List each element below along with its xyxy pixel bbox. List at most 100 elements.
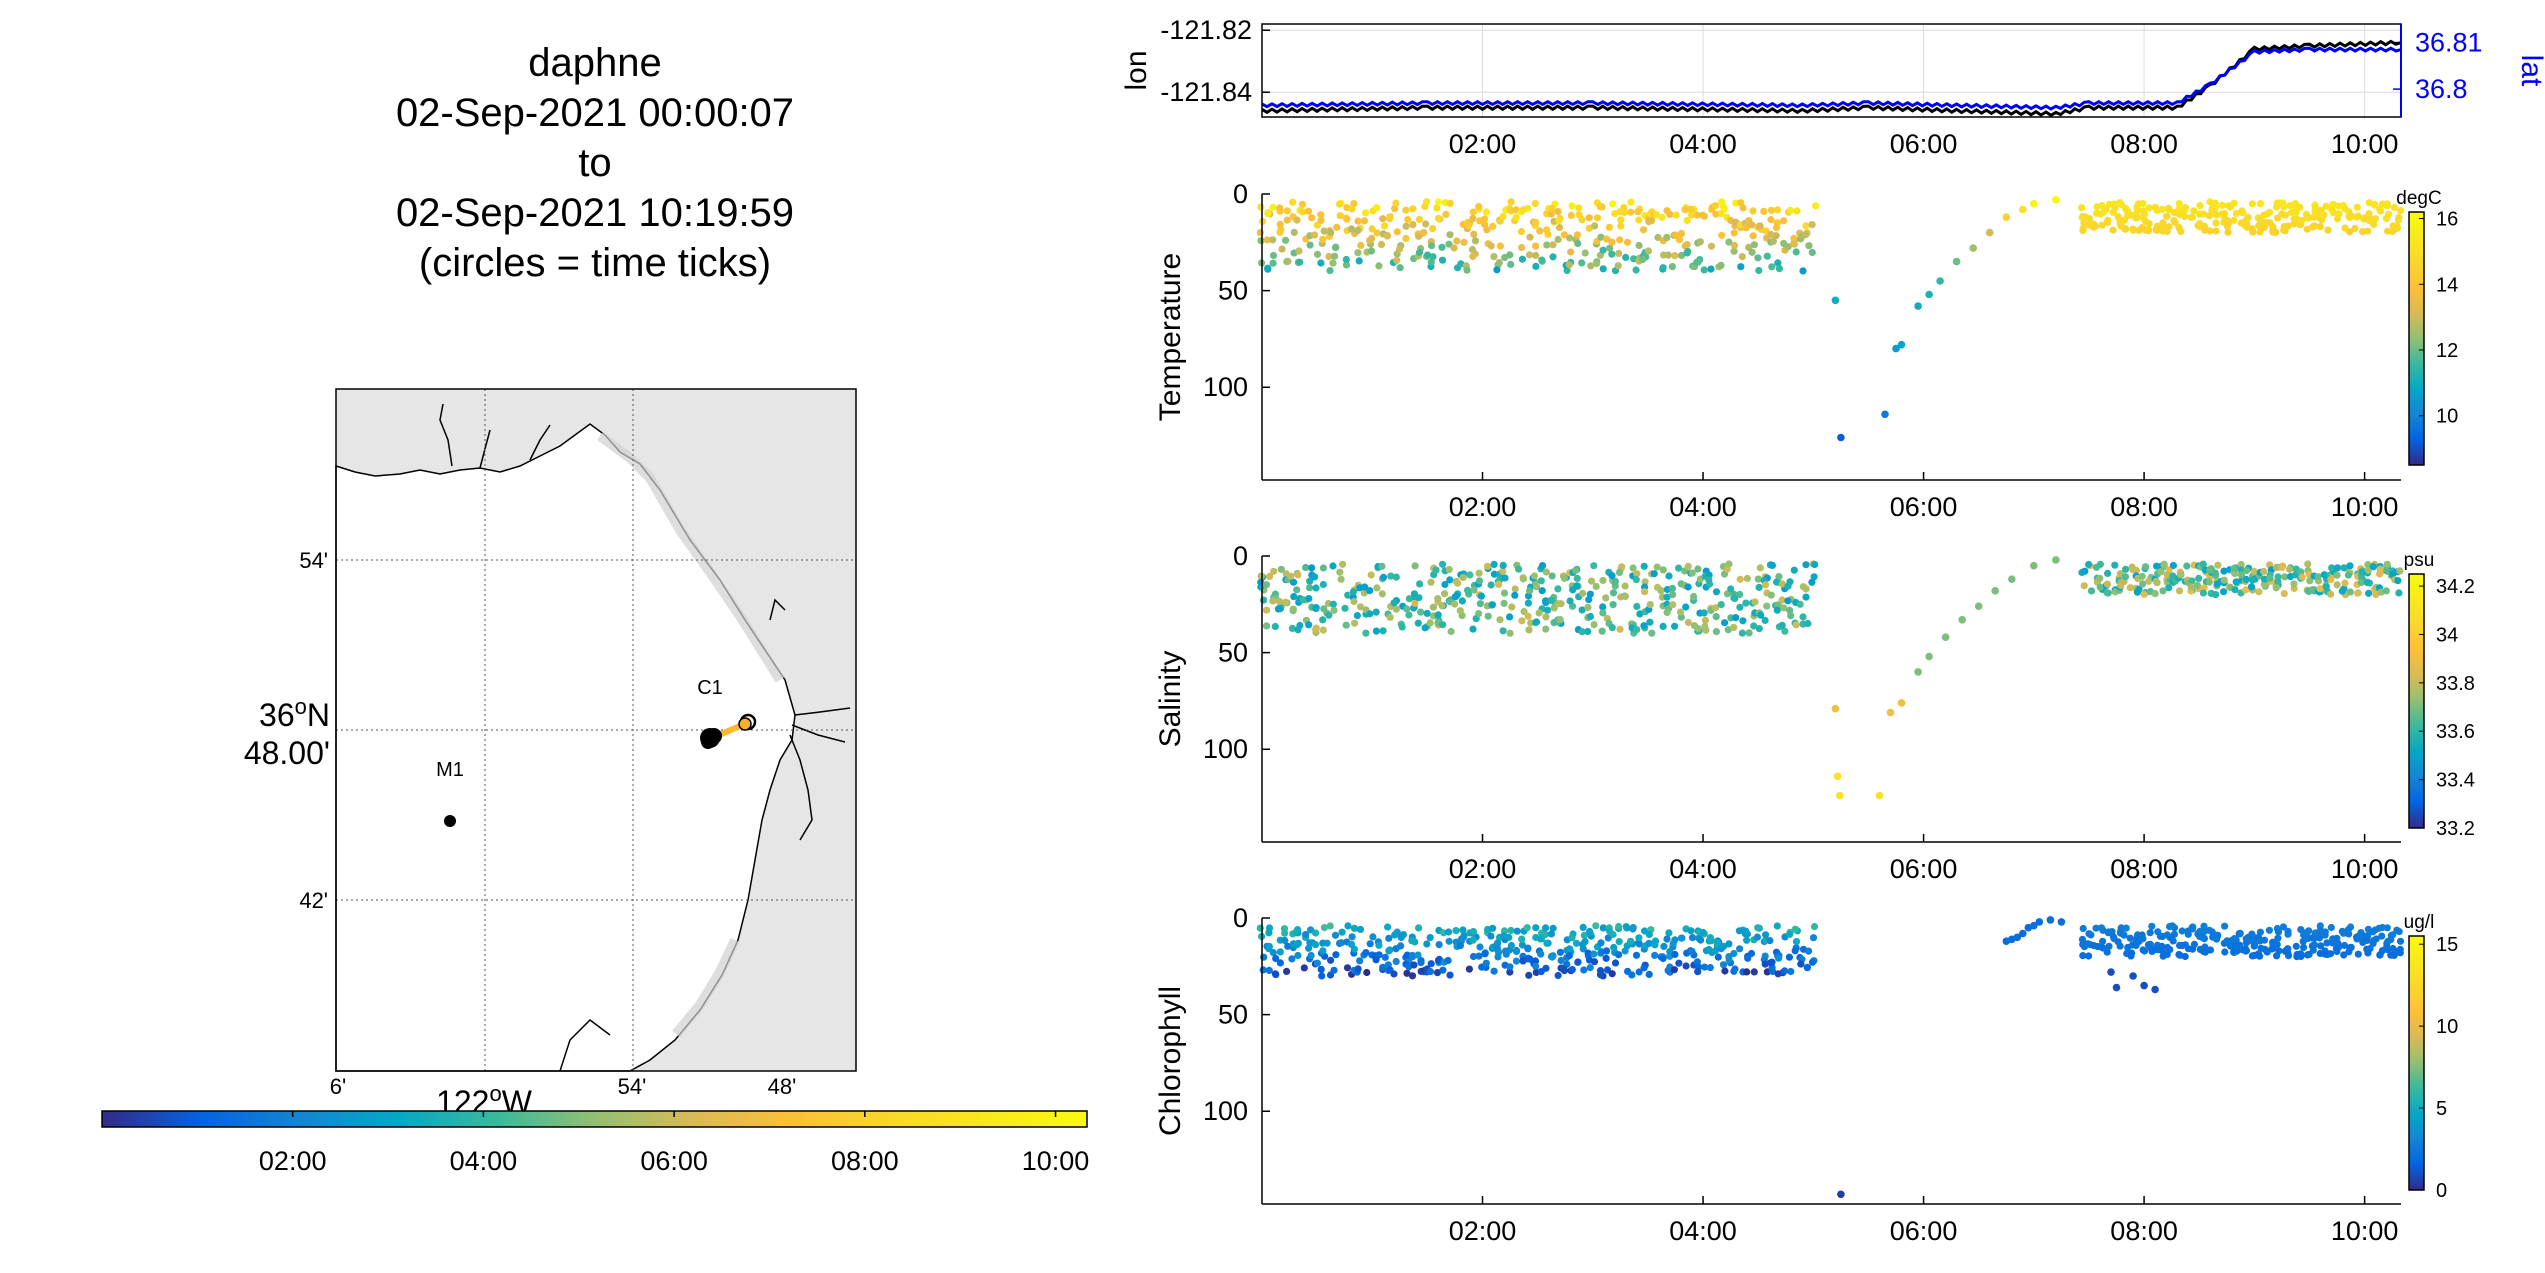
data-point <box>2159 587 2167 595</box>
data-point <box>1646 601 1654 609</box>
data-point <box>1792 938 1801 946</box>
data-point <box>2274 934 2282 942</box>
data-point <box>1306 241 1314 249</box>
data-point <box>1379 215 1387 223</box>
data-point <box>2224 228 2232 236</box>
y-tick-label: -121.82 <box>1160 15 1252 45</box>
data-point <box>1409 953 1417 961</box>
data-point <box>2206 946 2215 954</box>
data-point <box>1327 956 1335 964</box>
data-point <box>2175 587 2184 595</box>
data-point <box>1256 924 1264 932</box>
data-point <box>1342 621 1350 629</box>
panel-lon-lat: 02:00 04:00 06:00 08:00 10:00 -121.82 -121.84 3… <box>1120 15 2545 159</box>
data-point <box>2393 926 2401 934</box>
data-point <box>1985 228 1994 237</box>
data-point <box>1597 233 1605 241</box>
data-point <box>1650 570 1658 578</box>
data-point <box>1415 248 1424 256</box>
data-point <box>1548 953 1556 961</box>
data-point <box>1811 560 1819 569</box>
data-point <box>1538 587 1546 595</box>
data-point <box>2169 561 2177 570</box>
data-point <box>2220 576 2228 584</box>
data-point <box>1914 668 1922 676</box>
station-m1-marker <box>444 815 456 827</box>
data-point <box>1327 228 1335 236</box>
data-point <box>2284 952 2293 960</box>
data-point <box>1446 971 1454 979</box>
data-point <box>2261 945 2269 954</box>
data-point <box>1717 261 1725 269</box>
data-point <box>1688 934 1697 942</box>
timeseries-panels: 02:00 04:00 06:00 08:00 10:00 -121.82 -121.84 3… <box>1120 15 2545 1246</box>
data-point <box>1319 580 1327 589</box>
data-point <box>2297 952 2305 961</box>
data-point <box>1525 971 1533 979</box>
data-point <box>1475 610 1483 618</box>
data-point <box>1560 231 1568 239</box>
data-point <box>2188 213 2197 221</box>
data-point <box>2323 939 2331 947</box>
data-point <box>1276 959 1284 967</box>
data-point <box>1635 934 1643 942</box>
data-point <box>2105 942 2113 950</box>
data-point <box>1304 207 1313 215</box>
data-point <box>1281 936 1289 945</box>
data-point <box>2306 577 2314 585</box>
data-point <box>1707 242 1715 250</box>
data-point <box>2366 215 2374 223</box>
data-point <box>1578 259 1586 267</box>
data-point <box>2159 219 2167 227</box>
data-point <box>2242 567 2251 575</box>
data-point <box>2230 564 2238 573</box>
data-point <box>2364 949 2372 957</box>
data-point <box>2363 578 2371 586</box>
data-point <box>2195 574 2203 583</box>
data-point <box>1337 575 1345 583</box>
data-point <box>1330 966 1338 974</box>
data-point <box>1774 206 1782 214</box>
data-point <box>1663 234 1671 242</box>
data-point <box>1507 926 1515 935</box>
data-point <box>1556 948 1564 956</box>
data-point <box>1338 928 1346 936</box>
data-point <box>2211 569 2219 577</box>
data-point <box>2221 922 2229 930</box>
data-point <box>1457 260 1465 268</box>
data-point <box>1767 216 1775 224</box>
data-point <box>1781 967 1789 975</box>
data-point <box>2212 219 2220 227</box>
data-point <box>1750 622 1758 630</box>
data-point <box>1531 199 1539 208</box>
data-point <box>1274 605 1282 613</box>
data-point <box>2354 950 2362 958</box>
data-point <box>1532 962 1540 970</box>
data-point <box>1416 580 1424 588</box>
data-point <box>2260 575 2268 583</box>
data-point <box>1317 259 1325 267</box>
data-point <box>1700 212 1708 220</box>
data-point <box>1348 205 1356 213</box>
data-point <box>1442 210 1450 218</box>
data-point <box>2333 564 2342 572</box>
data-point <box>2111 561 2119 569</box>
data-point <box>2206 198 2214 206</box>
data-point <box>2140 947 2149 955</box>
data-point <box>2303 225 2311 233</box>
colorbar-tick-label: 10 <box>2436 406 2458 428</box>
data-point <box>1289 198 1297 206</box>
data-point <box>1609 601 1617 609</box>
data-point <box>1379 627 1387 635</box>
title-line-vehicle: daphne <box>528 41 662 85</box>
data-point <box>1672 211 1680 219</box>
data-point <box>2139 199 2147 208</box>
data-point <box>1565 952 1573 960</box>
rivers <box>439 403 851 1072</box>
data-point <box>2162 212 2170 220</box>
data-point <box>1305 595 1313 603</box>
x-tick-label: 10:00 <box>2331 129 2399 159</box>
data-point <box>1684 583 1692 591</box>
data-point <box>2279 199 2287 207</box>
data-point <box>1775 265 1783 273</box>
